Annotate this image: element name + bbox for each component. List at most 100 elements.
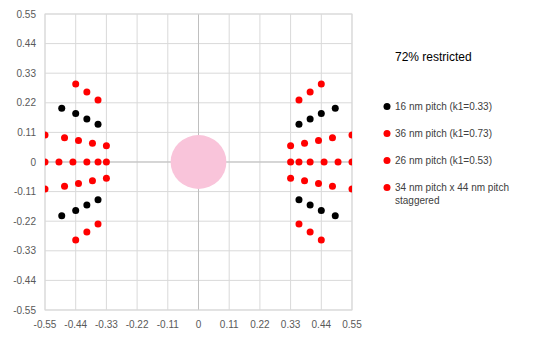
point <box>332 105 339 112</box>
point <box>89 177 96 184</box>
point <box>301 140 308 147</box>
point <box>83 228 90 235</box>
point <box>72 207 79 214</box>
point <box>318 80 325 87</box>
point <box>75 180 82 187</box>
legend-label: 36 nm pitch (k1=0.73) <box>395 128 492 139</box>
y-tick-label: -0.22 <box>13 216 36 227</box>
legend: 16 nm pitch (k1=0.33) 36 nm pitch (k1=0.7… <box>384 101 509 206</box>
point <box>307 228 314 235</box>
x-tick-label: -0.44 <box>64 319 87 330</box>
y-tick-label: 0.33 <box>17 68 37 79</box>
y-tick-label: 0.44 <box>17 38 37 49</box>
point <box>287 142 294 149</box>
x-tick-label: 0.11 <box>220 319 239 330</box>
point <box>318 110 325 117</box>
center-circle <box>171 135 227 189</box>
background <box>0 0 533 339</box>
point <box>307 115 314 122</box>
point <box>83 202 90 209</box>
legend-label: 16 nm pitch (k1=0.33) <box>395 101 492 112</box>
chart: -0.55 -0.44 -0.33 -0.22 -0.11 0 0.11 0.22 0.33 0.… <box>0 0 533 339</box>
point <box>95 220 102 227</box>
y-tick-label: -0.55 <box>13 305 36 316</box>
point <box>95 159 102 166</box>
point <box>72 237 79 244</box>
point <box>295 97 302 104</box>
legend-line: staggered <box>395 195 439 206</box>
point <box>83 159 90 166</box>
point <box>58 212 65 219</box>
point <box>307 202 314 209</box>
point <box>307 89 314 96</box>
x-tick-label: 0.55 <box>342 319 362 330</box>
series-points <box>45 132 352 193</box>
series-points <box>45 159 352 166</box>
legend-marker <box>384 157 391 164</box>
point <box>335 159 342 166</box>
point <box>83 115 90 122</box>
point <box>69 159 76 166</box>
x-tick-label: -0.55 <box>34 319 57 330</box>
y-tick-label: -0.44 <box>13 275 36 286</box>
point <box>55 159 62 166</box>
point <box>315 180 322 187</box>
point <box>58 105 65 112</box>
point <box>72 110 79 117</box>
legend-line: 36 nm pitch (k1=0.73) <box>395 128 492 139</box>
point <box>315 137 322 144</box>
y-tick-label: 0.11 <box>17 127 36 138</box>
point <box>103 159 110 166</box>
x-tick-label: -0.11 <box>157 319 179 330</box>
series-points <box>58 105 339 220</box>
x-tick-label: 0.22 <box>250 319 270 330</box>
point <box>95 97 102 104</box>
legend-label: 34 nm pitch x 44 nm pitch staggered <box>395 182 509 206</box>
x-tick-label: -0.22 <box>126 319 149 330</box>
point <box>61 134 68 141</box>
point <box>75 137 82 144</box>
point <box>332 212 339 219</box>
point <box>95 196 102 203</box>
point <box>89 140 96 147</box>
y-tick-label: -0.11 <box>14 186 36 197</box>
point <box>329 134 336 141</box>
point <box>307 159 314 166</box>
legend-line: 26 nm pitch (k1=0.53) <box>395 155 492 166</box>
point <box>61 183 68 190</box>
point <box>301 177 308 184</box>
point <box>295 159 302 166</box>
point <box>318 237 325 244</box>
y-tick-label: -0.33 <box>13 245 36 256</box>
y-tick-label: 0.55 <box>17 9 37 20</box>
y-tick-label: 0.22 <box>17 97 37 108</box>
point <box>103 175 110 182</box>
point <box>45 132 49 139</box>
point <box>45 185 49 192</box>
legend-marker <box>384 103 391 110</box>
point <box>287 159 294 166</box>
title: 72% restricted <box>395 50 472 64</box>
plot-frame <box>45 14 352 310</box>
point <box>349 132 353 139</box>
legend-line: 16 nm pitch (k1=0.33) <box>395 101 492 112</box>
point <box>95 121 102 128</box>
point <box>349 159 353 166</box>
legend-marker <box>384 184 391 191</box>
point <box>287 175 294 182</box>
grid <box>45 14 352 310</box>
point <box>45 159 49 166</box>
point <box>295 220 302 227</box>
legend-line: 34 nm pitch x 44 nm pitch <box>395 182 509 193</box>
plot-area <box>45 80 352 243</box>
legend-label: 26 nm pitch (k1=0.53) <box>395 155 492 166</box>
point <box>329 183 336 190</box>
point <box>318 207 325 214</box>
point <box>103 142 110 149</box>
point <box>349 185 353 192</box>
legend-marker <box>384 130 391 137</box>
series-points <box>72 80 325 243</box>
point <box>321 159 328 166</box>
y-tick-label: 0 <box>30 157 36 168</box>
x-tick-label: 0.33 <box>281 319 301 330</box>
